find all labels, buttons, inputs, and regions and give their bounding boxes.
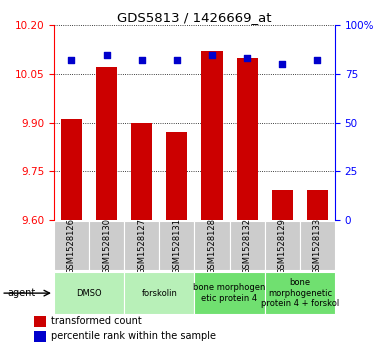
Point — [139, 57, 145, 63]
Bar — [61, 119, 82, 220]
Title: GDS5813 / 1426669_at: GDS5813 / 1426669_at — [117, 11, 272, 24]
Bar — [34, 331, 46, 342]
Bar — [307, 191, 328, 220]
Text: forskolin: forskolin — [141, 289, 177, 298]
Bar — [201, 51, 223, 220]
Text: agent: agent — [8, 288, 36, 298]
Point — [279, 61, 285, 67]
Bar — [229, 221, 265, 270]
Bar — [159, 221, 194, 270]
Point — [69, 57, 75, 63]
Bar — [34, 316, 46, 327]
Bar — [264, 272, 335, 314]
Text: GSM1528126: GSM1528126 — [67, 218, 76, 274]
Text: GSM1528129: GSM1528129 — [278, 218, 287, 274]
Text: percentile rank within the sample: percentile rank within the sample — [51, 331, 216, 341]
Bar — [300, 221, 335, 270]
Bar — [194, 221, 229, 270]
Bar — [131, 122, 152, 220]
Bar — [54, 272, 124, 314]
Bar — [166, 132, 187, 220]
Bar — [236, 58, 258, 220]
Point — [209, 52, 215, 57]
Text: GSM1528130: GSM1528130 — [102, 218, 111, 274]
Bar — [54, 221, 89, 270]
Text: DMSO: DMSO — [76, 289, 102, 298]
Point — [244, 56, 250, 61]
Text: GSM1528133: GSM1528133 — [313, 218, 322, 274]
Bar — [272, 191, 293, 220]
Text: bone
morphogenetic
protein 4 + forskol: bone morphogenetic protein 4 + forskol — [261, 278, 339, 308]
Bar — [96, 68, 117, 220]
Text: GSM1528131: GSM1528131 — [172, 218, 181, 274]
Text: GSM1528128: GSM1528128 — [208, 218, 216, 274]
Bar — [194, 272, 265, 314]
Text: transformed count: transformed count — [51, 317, 142, 326]
Bar — [124, 272, 194, 314]
Point — [104, 52, 110, 57]
Bar — [89, 221, 124, 270]
Text: bone morphogen
etic protein 4: bone morphogen etic protein 4 — [193, 284, 266, 303]
Text: GSM1528127: GSM1528127 — [137, 218, 146, 274]
Point — [314, 57, 320, 63]
Bar — [264, 221, 300, 270]
Text: GSM1528132: GSM1528132 — [243, 218, 252, 274]
Point — [174, 57, 180, 63]
Bar — [124, 221, 159, 270]
